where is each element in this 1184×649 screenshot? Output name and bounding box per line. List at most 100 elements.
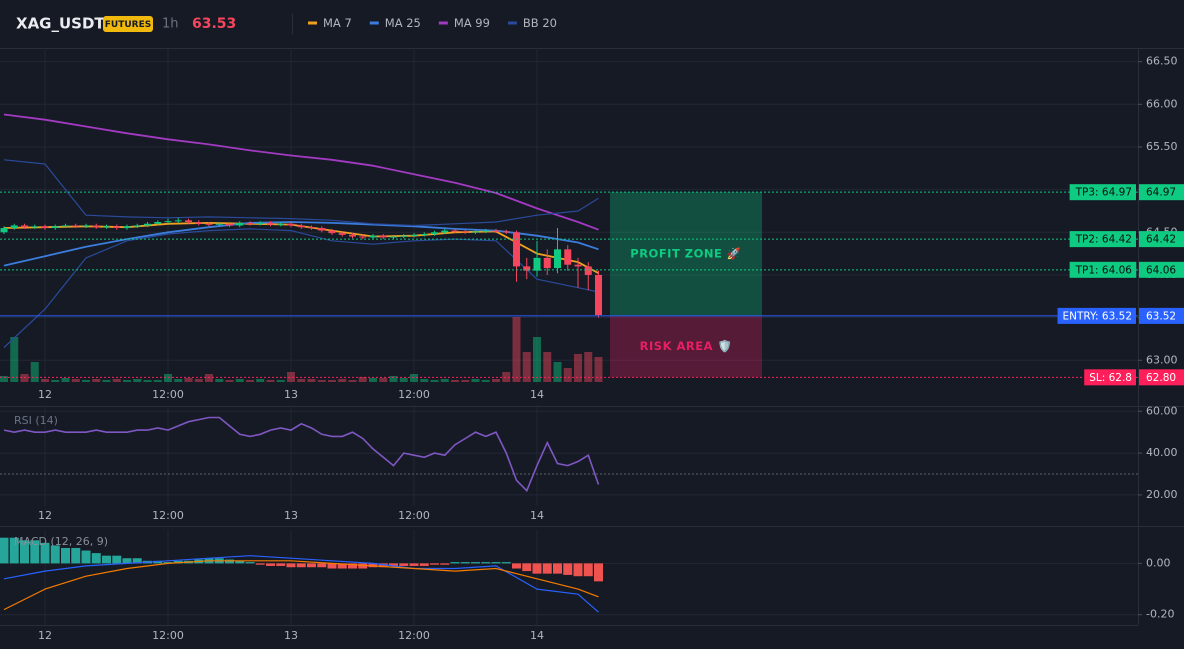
zone-label: PROFIT ZONE 🚀 (630, 247, 742, 261)
price-tag: 64.42 (1146, 234, 1176, 246)
x-tick-label: 12 (38, 629, 52, 642)
volume-bar (492, 379, 500, 382)
histogram-bar (20, 540, 29, 564)
volume-bar (215, 379, 224, 382)
interval: 1h (162, 17, 179, 32)
x-tick-label: 12 (38, 509, 52, 522)
histogram-bar (563, 563, 573, 575)
histogram-bar (419, 563, 429, 566)
volume-bar (276, 380, 285, 382)
candle-body (513, 232, 520, 267)
zone-label: RISK AREA 🛡️ (640, 339, 733, 353)
candle-body (195, 222, 203, 224)
histogram-bar (286, 563, 296, 568)
y-tick-label: 66.50 (1146, 55, 1178, 68)
candle-body (133, 225, 141, 227)
volume-bar (194, 379, 203, 382)
histogram-bar (430, 563, 439, 565)
histogram-bar (512, 563, 521, 569)
histogram-bar (594, 563, 603, 582)
candle-body (349, 234, 356, 237)
y-tick-label: 40.00 (1146, 446, 1178, 459)
candle-body (564, 249, 572, 265)
x-tick-label: 12:00 (152, 629, 184, 642)
histogram-bar (399, 563, 409, 566)
rsi-line (3, 416, 600, 493)
histogram-bar (276, 563, 286, 566)
level-tag-bg (1069, 184, 1136, 201)
level-tag: SL: 62.8 (1089, 372, 1132, 384)
histogram-bar (327, 563, 337, 569)
volume-bar (328, 380, 336, 382)
volume-bar (379, 378, 388, 382)
legend-label: BB 20 (523, 16, 557, 30)
legend-label: MA 25 (385, 16, 421, 30)
macd-line (3, 555, 599, 613)
panel-title: MACD (12, 26, 9) (14, 535, 108, 548)
volume-bar (533, 337, 541, 382)
histogram-bar (112, 555, 122, 564)
volume-bar (553, 362, 562, 382)
volume-bar (584, 352, 593, 382)
volume-bar (184, 378, 193, 382)
candle-body (472, 231, 479, 233)
volume-bar (143, 380, 152, 382)
histogram-bar (409, 563, 419, 566)
volume-bar (389, 376, 398, 382)
volume-bar (112, 379, 121, 382)
ma-line (3, 113, 599, 231)
x-tick-label: 12:00 (152, 509, 184, 522)
histogram-bar (348, 563, 357, 569)
volume-bar (102, 380, 111, 382)
y-tick-label: 66.00 (1146, 97, 1178, 110)
candle-body (328, 230, 336, 234)
x-tick-label: 12 (38, 388, 52, 401)
histogram-bar (50, 545, 60, 564)
histogram-bar (122, 558, 132, 564)
candle-body (451, 230, 459, 232)
histogram-bar (0, 537, 9, 564)
volume-bar (205, 374, 213, 382)
y-tick-label: -0.20 (1146, 608, 1174, 621)
histogram-bar (481, 562, 491, 564)
volume-bar (225, 380, 234, 382)
volume-bar (543, 352, 552, 382)
zone (610, 315, 762, 378)
volume-bar (399, 378, 408, 382)
volume-bar (0, 376, 8, 382)
candle-body (267, 222, 274, 225)
volume-bar (20, 374, 29, 382)
candle-body (226, 223, 233, 226)
volume-bar (317, 380, 326, 382)
candle-body (369, 235, 377, 238)
level-tag-bg (1069, 261, 1137, 278)
histogram-bar (358, 563, 368, 569)
histogram-bar (501, 562, 511, 564)
histogram-bar (9, 537, 19, 564)
candle-body (82, 225, 90, 227)
volume-bar (153, 380, 162, 382)
candle-body (461, 231, 469, 233)
volume-bar (358, 377, 367, 382)
candle-body (441, 230, 449, 233)
histogram-bar (255, 563, 265, 565)
last-price: 63.53 (192, 16, 236, 32)
histogram-bar (450, 562, 460, 564)
volume-bar (522, 352, 531, 382)
volume-bar (297, 379, 306, 382)
x-tick-label: 14 (530, 509, 544, 522)
histogram-bar (225, 559, 234, 564)
volume-bar (481, 380, 490, 382)
candle-body (287, 223, 295, 226)
histogram-bar (378, 563, 388, 568)
level-tag-bg (1069, 231, 1136, 248)
volume-bar (164, 374, 172, 382)
histogram-bar (307, 563, 316, 568)
volume-bar (174, 379, 183, 382)
histogram-bar (163, 562, 173, 564)
volume-bar (420, 379, 429, 382)
price-tag: 64.06 (1146, 264, 1176, 276)
